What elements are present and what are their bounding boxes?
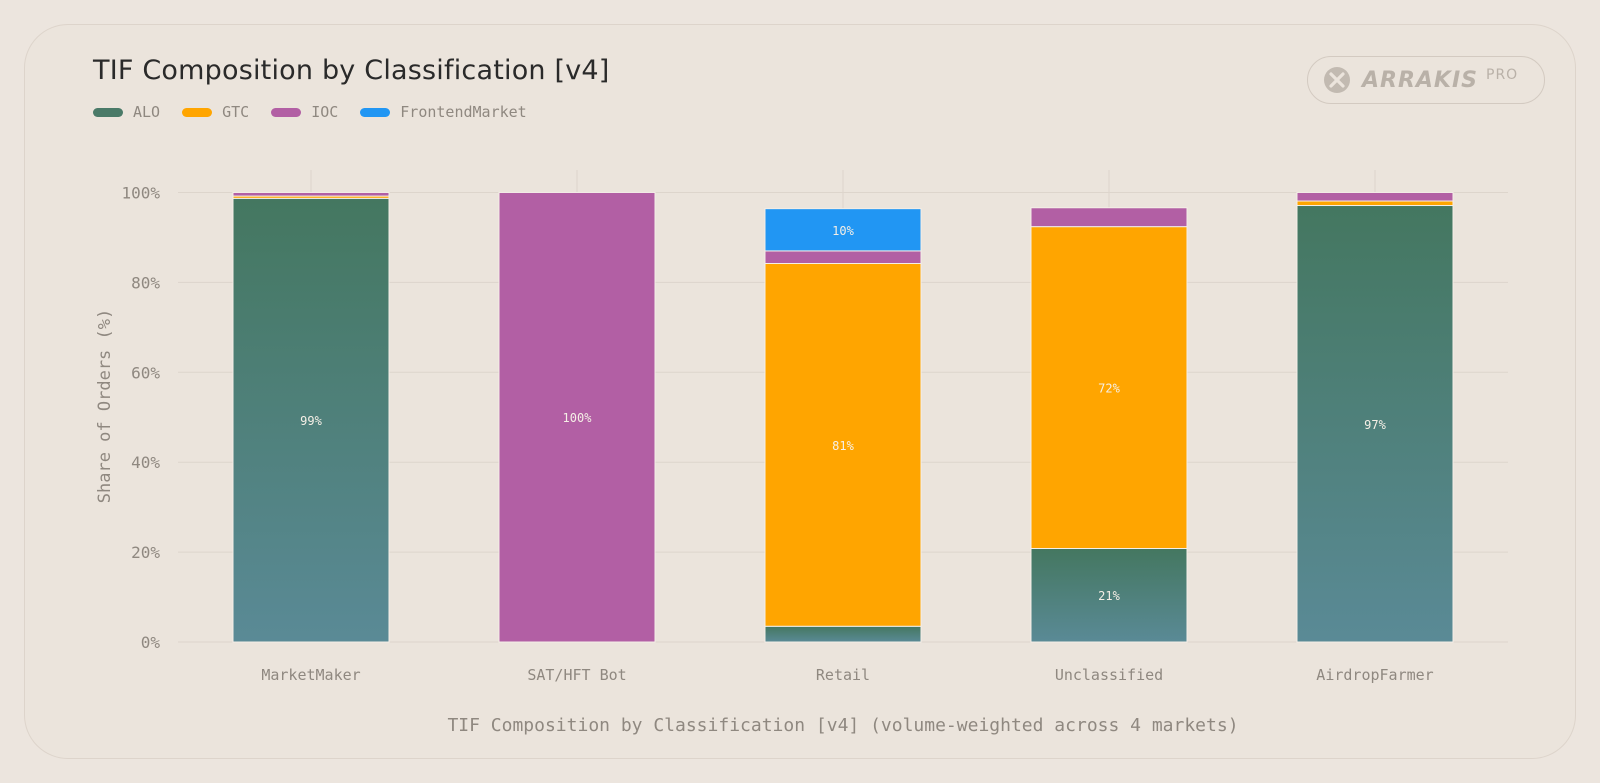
x-tick-label: MarketMaker	[261, 666, 360, 684]
x-tick-label: AirdropFarmer	[1316, 666, 1433, 684]
y-tick-label: 40%	[131, 453, 160, 472]
legend-label-frontendmarket: FrontendMarket	[400, 103, 527, 121]
legend-swatch-alo	[93, 107, 123, 117]
bar-value-label: 10%	[832, 224, 854, 238]
y-tick-label: 60%	[131, 363, 160, 382]
bar-value-label: 99%	[300, 414, 322, 428]
bar-segment-alo	[764, 625, 922, 643]
legend-label-alo: ALO	[133, 103, 161, 121]
arrakis-logo-icon	[1324, 67, 1350, 93]
legend-swatch-gtc	[182, 107, 213, 117]
bar-segment-ioc	[764, 250, 922, 265]
legend-item-gtc[interactable]: GTC	[182, 103, 249, 121]
y-tick-label: 20%	[131, 543, 160, 562]
y-axis-label: Share of Orders (%)	[95, 309, 115, 503]
bar-segment-frontendmarket	[764, 208, 922, 252]
bar-segment-gtc	[764, 263, 922, 627]
legend-item-alo[interactable]: ALO	[93, 103, 160, 121]
x-axis-label: TIF Composition by Classification [v4] (…	[447, 715, 1238, 736]
bar-segment-ioc	[1296, 191, 1454, 202]
x-tick-label: Unclassified	[1055, 666, 1163, 684]
chart-title: TIF Composition by Classification [v4]	[93, 55, 610, 86]
legend-swatch-frontendmarket	[360, 107, 391, 117]
legend-swatch-ioc	[271, 107, 302, 117]
y-tick-label: 80%	[131, 273, 160, 292]
y-tick-label: 0%	[141, 633, 161, 652]
bar-value-label: 97%	[1364, 418, 1386, 432]
y-tick-label: 100%	[121, 183, 160, 202]
bar-value-label: 21%	[1098, 589, 1120, 603]
legend-label-gtc: GTC	[222, 103, 250, 121]
bar-segment-alo	[232, 197, 390, 643]
bar-segment-ioc	[232, 191, 390, 197]
brand-tier: PRO	[1486, 67, 1519, 83]
legend-item-ioc[interactable]: IOC	[271, 103, 338, 121]
x-tick-label: Retail	[816, 666, 870, 684]
legend-item-frontendmarket[interactable]: FrontendMarket	[360, 103, 527, 121]
bar-segment-ioc	[1030, 207, 1188, 228]
x-tick-label: SAT/HFT Bot	[527, 666, 626, 684]
bar-segment-alo	[1030, 547, 1188, 643]
bar-value-label: 81%	[832, 439, 854, 453]
brand-badge: ARRAKIS PRO	[1307, 56, 1545, 104]
bar-value-label: 100%	[563, 411, 593, 425]
legend: ALO GTC IOC FrontendMarket	[93, 103, 549, 121]
brand-name: ARRAKIS	[1362, 67, 1479, 93]
bar-segment-gtc	[1296, 200, 1454, 207]
bar-segment-ioc	[498, 191, 656, 643]
bar-value-label: 72%	[1098, 382, 1120, 396]
bar-segment-alo	[1296, 205, 1454, 643]
legend-label-ioc: IOC	[311, 103, 339, 121]
bar-segment-gtc	[1030, 226, 1188, 549]
